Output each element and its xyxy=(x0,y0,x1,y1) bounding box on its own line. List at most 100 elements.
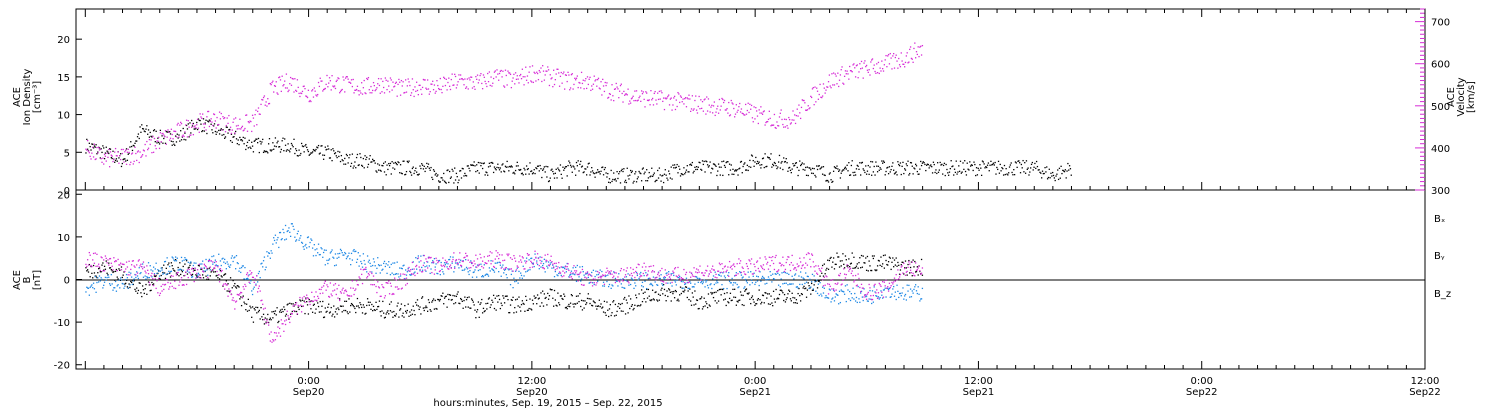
b-Bx-point xyxy=(809,287,811,289)
velocity-point xyxy=(419,84,421,86)
b-Bx-point xyxy=(103,265,106,267)
velocity-point xyxy=(351,85,354,88)
velocity-point xyxy=(597,77,600,79)
b-Bz-point xyxy=(284,323,287,326)
b-Bx-point xyxy=(225,280,228,282)
velocity-point xyxy=(637,99,639,101)
b-By-point xyxy=(109,284,112,286)
velocity-point xyxy=(345,76,348,78)
b-Bx-point xyxy=(867,270,869,272)
density-point xyxy=(287,143,289,145)
density-point xyxy=(777,166,779,168)
b-By-point xyxy=(134,273,136,276)
b-By-point xyxy=(648,277,650,279)
velocity-point xyxy=(854,67,856,69)
density-point xyxy=(1034,162,1036,165)
velocity-point xyxy=(170,128,173,130)
velocity-point xyxy=(388,91,391,93)
b-Bz-point xyxy=(299,296,301,299)
b-By-point xyxy=(322,251,325,254)
density-point xyxy=(399,172,401,174)
b-Bx-point xyxy=(466,296,469,299)
velocity-point xyxy=(339,92,341,94)
b-By-point xyxy=(187,261,189,263)
b-By-point xyxy=(191,276,193,278)
velocity-point xyxy=(662,100,664,103)
b-By-point xyxy=(418,261,420,263)
velocity-point xyxy=(918,55,920,58)
b-By-point xyxy=(849,299,852,302)
velocity-point xyxy=(108,166,111,168)
b-By-point xyxy=(276,239,278,241)
b-By-point xyxy=(459,261,461,263)
b-By-point xyxy=(703,279,705,281)
density-point xyxy=(655,179,657,182)
b-By-point xyxy=(591,271,593,274)
b-Bx-point xyxy=(501,304,503,307)
b-By-point xyxy=(662,284,664,286)
b-Bz-point xyxy=(531,266,534,268)
b-By-point xyxy=(607,274,609,276)
density-point xyxy=(772,164,775,167)
velocity-point xyxy=(882,68,884,70)
top-left-tick-label: 0 xyxy=(64,186,70,197)
b-Bx-point xyxy=(871,269,873,272)
velocity-point xyxy=(565,74,567,76)
b-By-point xyxy=(596,280,599,282)
b-By-point xyxy=(512,287,514,289)
b-By-point xyxy=(163,272,165,274)
b-Bx-point xyxy=(159,278,162,281)
b-Bx-point xyxy=(105,260,107,262)
b-By-point xyxy=(916,292,918,295)
density-point xyxy=(258,151,260,154)
velocity-point xyxy=(751,117,754,119)
velocity-point xyxy=(182,134,184,136)
velocity-point xyxy=(408,81,410,83)
b-Bz-point xyxy=(332,290,334,292)
b-By-point xyxy=(258,270,260,273)
b-Bx-point xyxy=(881,265,883,268)
density-point xyxy=(1020,163,1023,166)
b-Bx-point xyxy=(219,269,222,272)
b-Bx-point xyxy=(611,312,613,314)
density-point xyxy=(250,147,252,150)
density-point xyxy=(963,168,965,171)
velocity-point xyxy=(348,81,350,83)
density-point xyxy=(935,169,937,171)
density-point xyxy=(942,173,944,175)
b-Bx-point xyxy=(509,311,511,314)
b-Bx-point xyxy=(111,270,113,272)
b-Bz-point xyxy=(340,292,343,294)
b-By-point xyxy=(88,294,90,296)
b-By-point xyxy=(628,284,630,286)
b-Bz-point xyxy=(250,273,252,275)
b-Bz-point xyxy=(238,294,240,296)
b-Bx-point xyxy=(645,301,647,303)
b-By-point xyxy=(101,278,103,281)
b-Bx-point xyxy=(371,303,373,306)
b-Bx-point xyxy=(118,268,120,270)
velocity-point xyxy=(694,99,696,102)
density-point xyxy=(145,128,147,130)
density-point xyxy=(623,168,625,170)
velocity-point xyxy=(148,138,151,141)
b-Bx-point xyxy=(665,300,667,302)
b-Bz-point xyxy=(312,300,315,302)
b-By-point xyxy=(788,273,790,276)
b-By-point xyxy=(713,283,716,286)
density-point xyxy=(541,176,543,179)
density-point xyxy=(809,167,811,169)
velocity-point xyxy=(742,112,744,115)
velocity-point xyxy=(218,123,220,126)
density-point xyxy=(472,164,474,167)
density-point xyxy=(952,165,954,167)
density-point xyxy=(870,160,872,163)
top-left-tick-label: 15 xyxy=(57,73,70,84)
velocity-point xyxy=(796,108,798,110)
b-Bx-point xyxy=(332,313,334,315)
velocity-point xyxy=(188,126,190,128)
b-By-point xyxy=(618,273,620,275)
density-point xyxy=(279,151,282,153)
velocity-point xyxy=(471,87,474,89)
velocity-point xyxy=(462,79,464,81)
